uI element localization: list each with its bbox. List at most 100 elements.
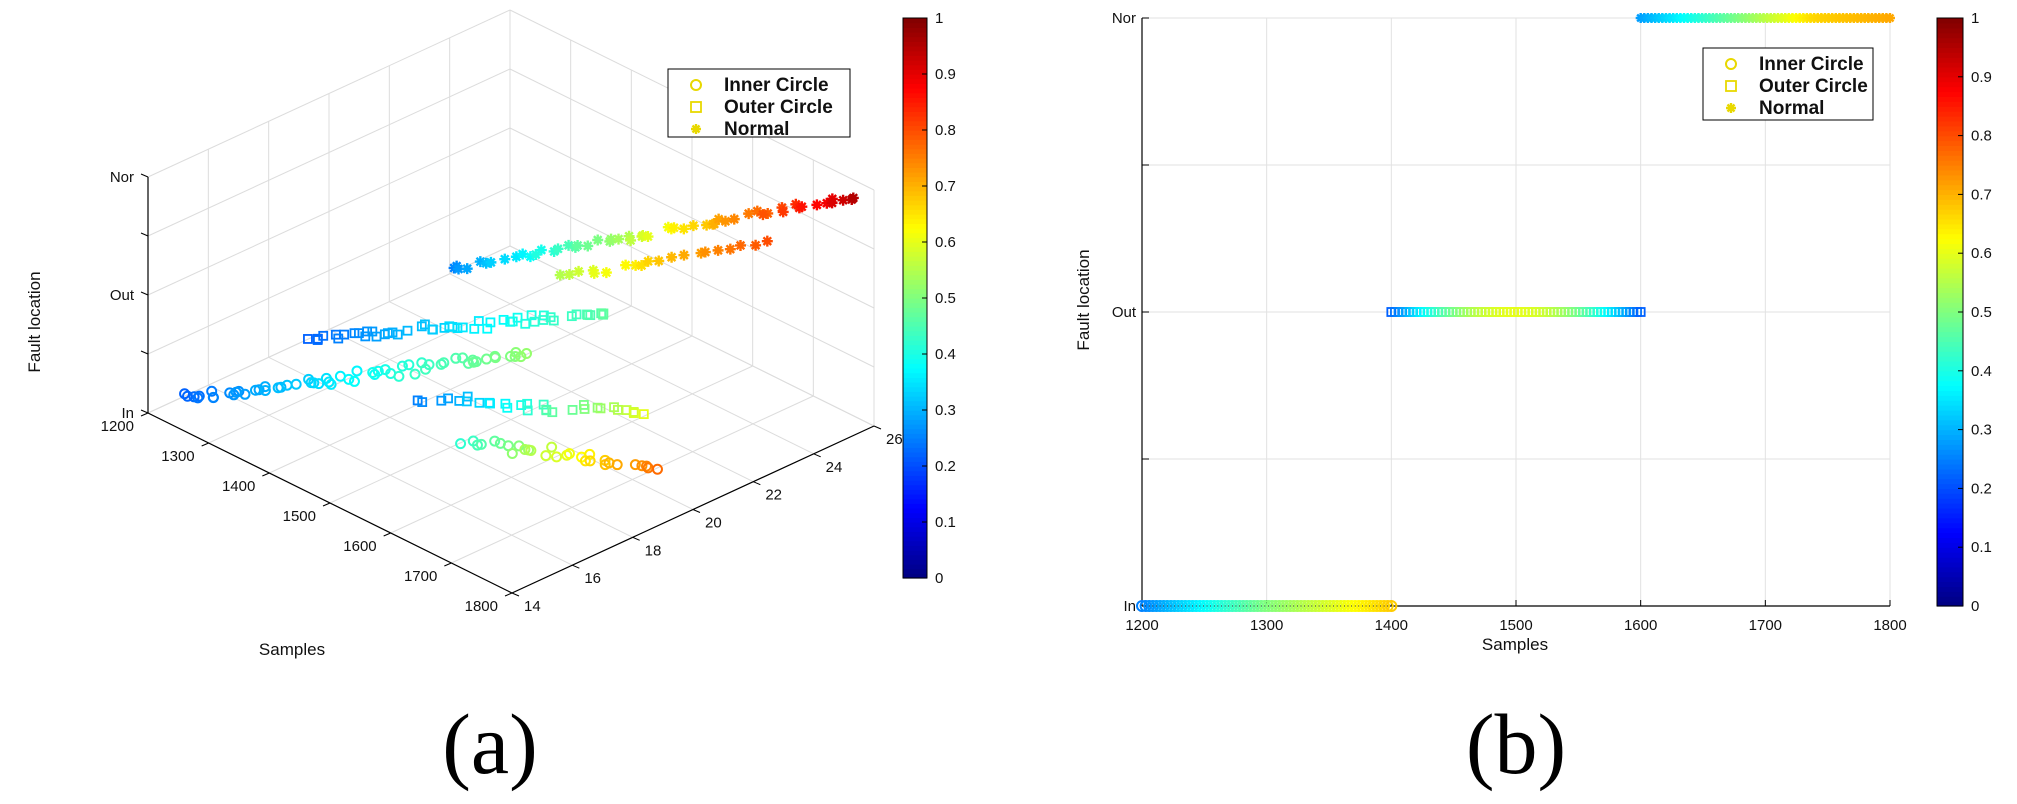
- colorbar-band: [903, 27, 927, 33]
- normal-point: [582, 240, 594, 252]
- y-tick: [632, 536, 640, 541]
- colorbar-band: [1937, 517, 1963, 524]
- colorbar-band: [1937, 302, 1963, 308]
- colorbar-tick-label: 0.9: [1971, 69, 1992, 86]
- colorbar-band: [903, 508, 927, 514]
- z-tick-label: Out: [110, 287, 135, 304]
- colorbar-band: [1937, 37, 1963, 44]
- colorbar-band: [1937, 18, 1963, 24]
- y-tick-label: 26: [886, 431, 903, 448]
- colorbar-band: [1937, 116, 1963, 122]
- inner-circle-point: [393, 370, 405, 382]
- outer-circle-point: [522, 398, 533, 409]
- inner-circle-point: [563, 448, 575, 460]
- colorbar-band: [903, 349, 927, 355]
- colorbar-band: [1937, 429, 1963, 436]
- legend-entry: Outer Circle: [724, 97, 833, 118]
- inner-circle-point: [450, 352, 462, 364]
- z-tick: [140, 350, 149, 355]
- grid-line: [509, 127, 875, 309]
- legend-entry: Inner Circle: [1759, 54, 1864, 75]
- colorbar-band: [1937, 277, 1963, 284]
- colorbar-band: [903, 186, 927, 192]
- colorbar-band: [1937, 267, 1963, 274]
- colorbar-band: [903, 494, 927, 500]
- x-tick-label: 1700: [1749, 617, 1782, 634]
- inner-circle-point: [323, 376, 335, 388]
- panel-a-axes: 1200 1300 1400 1500 1600 1700 1800 14 16 18 20 22 24…: [25, 169, 903, 659]
- colorbar-band: [903, 461, 927, 467]
- outer-circle-point: [469, 323, 480, 334]
- colorbar-band: [1937, 120, 1963, 127]
- colorbar-band: [903, 531, 927, 537]
- y-tick-label: 14: [524, 598, 541, 615]
- legend-marker: [1725, 58, 1737, 70]
- colorbar-band: [903, 46, 927, 52]
- y-tick-label: Out: [1112, 304, 1137, 321]
- colorbar-band: [1937, 238, 1963, 244]
- inner-circle-point: [1385, 600, 1398, 612]
- colorbar-band: [1937, 62, 1963, 68]
- colorbar-band: [1937, 155, 1963, 161]
- inner-circle-point: [521, 348, 533, 360]
- colorbar-band: [903, 475, 927, 481]
- colorbar-band: [903, 559, 927, 565]
- z-tick: [140, 291, 149, 296]
- normal-point: [796, 201, 808, 213]
- colorbar-tick-label: 0.8: [935, 122, 956, 139]
- grid-line: [208, 384, 573, 566]
- colorbar-band: [903, 97, 927, 103]
- colorbar-band: [1937, 312, 1963, 318]
- colorbar-band: [1937, 316, 1963, 323]
- colorbar-band: [1937, 351, 1963, 357]
- colorbar-band: [903, 480, 927, 486]
- colorbar-band: [1937, 204, 1963, 210]
- normal-point: [666, 251, 678, 263]
- inner-circle-point: [290, 378, 302, 390]
- normal-point: [708, 218, 720, 230]
- colorbar: 0 0.1 0.2 0.3 0.4 0.5 0.6 0.7 0.8 0.9 1: [902, 10, 956, 587]
- inner-circle-point: [584, 455, 596, 467]
- outer-circle-point: [567, 405, 578, 415]
- grid-line: [147, 186, 511, 355]
- colorbar-band: [903, 106, 927, 112]
- colorbar-band: [903, 153, 927, 159]
- normal-point: [642, 255, 654, 267]
- normal-point: [499, 253, 511, 265]
- colorbar-tick-label: 0.5: [935, 290, 956, 307]
- normal-point: [600, 267, 612, 279]
- z-tick-label: In: [121, 405, 134, 422]
- colorbar-band: [903, 522, 927, 528]
- colorbar-band: [903, 340, 927, 346]
- colorbar-tick-label: 0.3: [935, 402, 956, 419]
- colorbar-band: [1937, 86, 1963, 93]
- colorbar-band: [903, 564, 927, 570]
- outer-circle-point: [520, 318, 531, 329]
- colorbar-band: [1937, 218, 1963, 225]
- normal-point: [678, 223, 690, 235]
- legend-entry: Normal: [724, 119, 789, 140]
- colorbar-band: [1937, 145, 1963, 151]
- normal-point: [530, 249, 542, 261]
- x-tick: [504, 592, 513, 597]
- normal-point: [554, 269, 566, 281]
- colorbar-band: [903, 274, 927, 280]
- legend-marker: [1726, 103, 1736, 113]
- colorbar-band: [903, 204, 927, 210]
- colorbar-band: [1937, 150, 1963, 156]
- colorbar-tick-label: 0: [1971, 598, 1979, 615]
- inner-circle-point: [192, 392, 204, 404]
- colorbar-band: [903, 382, 927, 388]
- colorbar-tick-label: 0.1: [935, 514, 956, 531]
- colorbar-band: [903, 41, 927, 47]
- normal-point: [613, 233, 625, 245]
- colorbar-band: [903, 228, 927, 234]
- inner-circle-point: [239, 388, 251, 400]
- colorbar-band: [903, 120, 927, 126]
- outer-circle-point: [571, 309, 582, 320]
- normal-point: [623, 230, 635, 242]
- x-tick-label: 1200: [1125, 617, 1158, 634]
- colorbar-band: [903, 88, 927, 94]
- normal-point: [811, 199, 823, 211]
